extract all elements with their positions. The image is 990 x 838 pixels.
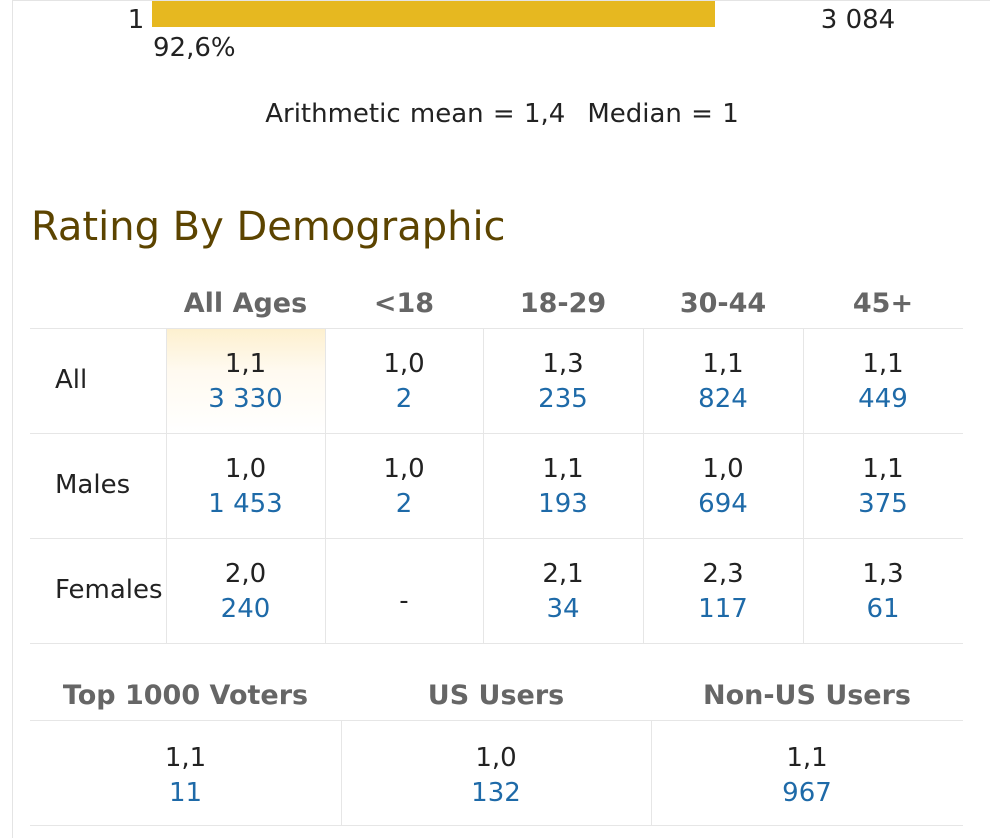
- cell-rating: -: [399, 586, 409, 616]
- table-cell: 1,3 61: [803, 556, 963, 626]
- cell-rating: 1,0: [224, 454, 267, 484]
- cell-votes-link[interactable]: 967: [782, 778, 832, 808]
- cell-votes-link[interactable]: 2: [395, 489, 413, 519]
- cell-rating: 1,1: [862, 349, 904, 379]
- cell-votes-link[interactable]: 694: [698, 489, 748, 519]
- cell-rating: 1,0: [383, 454, 425, 484]
- table-cell: 1,1 449: [803, 346, 963, 416]
- table-cell: 1,1 193: [483, 451, 643, 521]
- table-cell: 1,1 3 330: [166, 346, 325, 416]
- cell-votes-link[interactable]: 34: [546, 594, 580, 624]
- cell-rating: 1,0: [383, 349, 425, 379]
- group-header[interactable]: Non-US Users: [702, 680, 912, 711]
- table-cell: 1,3 235: [483, 346, 643, 416]
- cell-rating: 1,1: [164, 743, 207, 773]
- column-divider: [325, 328, 326, 643]
- table-cell: 2,3 117: [643, 556, 803, 626]
- table-cell: 1,1 824: [643, 346, 803, 416]
- histogram-count: 3 084: [820, 5, 896, 35]
- cell-votes-link[interactable]: 132: [471, 778, 521, 808]
- cell-votes-link[interactable]: 375: [858, 489, 908, 519]
- cell-rating: 1,1: [786, 743, 828, 773]
- table-cell: 2,1 34: [483, 556, 643, 626]
- table-divider: [30, 328, 963, 329]
- column-divider: [483, 328, 484, 643]
- table-cell: 1,0 694: [643, 451, 803, 521]
- row-label: Females: [55, 575, 163, 605]
- row-label: Males: [55, 470, 131, 500]
- table-cell: 1,0 2: [325, 346, 483, 416]
- cell-rating: 1,1: [862, 454, 904, 484]
- column-divider: [341, 720, 342, 825]
- cell-votes-link[interactable]: 3 330: [208, 384, 283, 414]
- arithmetic-mean: Arithmetic mean = 1,4: [265, 99, 566, 129]
- cell-rating: 1,1: [224, 349, 267, 379]
- table-divider: [30, 433, 963, 434]
- group-header[interactable]: Top 1000 Voters: [62, 680, 309, 711]
- cell-rating: 1,3: [542, 349, 584, 379]
- cell-rating: 2,0: [224, 559, 267, 589]
- cell-rating: 2,3: [702, 559, 744, 589]
- table-divider: [30, 643, 963, 644]
- histogram-percent: 92,6%: [153, 33, 236, 63]
- histogram-bar[interactable]: [152, 1, 715, 27]
- cell-votes-link[interactable]: 193: [538, 489, 588, 519]
- row-label: All: [55, 365, 88, 395]
- section-title: Rating By Demographic: [31, 204, 506, 250]
- histogram-rating-label: 1: [127, 5, 145, 35]
- median: Median = 1: [587, 99, 739, 129]
- column-header[interactable]: 18-29: [519, 288, 607, 319]
- group-cell: 1,0 132: [341, 740, 651, 810]
- cell-votes-link[interactable]: 2: [395, 384, 413, 414]
- column-header[interactable]: <18: [373, 288, 435, 319]
- rating-statistics: Arithmetic mean = 1,4 Median = 1: [13, 99, 990, 129]
- column-divider: [166, 328, 167, 643]
- table-divider: [30, 720, 963, 721]
- ratings-panel: 1 3 084 92,6% Arithmetic mean = 1,4 Media…: [12, 0, 990, 838]
- cell-rating: 1,3: [862, 559, 904, 589]
- column-header[interactable]: 30-44: [679, 288, 767, 319]
- column-divider: [643, 328, 644, 643]
- table-cell: 1,1 375: [803, 451, 963, 521]
- group-cell: 1,1 967: [651, 740, 963, 810]
- cell-rating: 1,0: [475, 743, 517, 773]
- cell-votes-link[interactable]: 11: [168, 778, 203, 808]
- cell-votes-link[interactable]: 1 453: [208, 489, 283, 519]
- table-divider: [30, 538, 963, 539]
- column-header[interactable]: 45+: [852, 288, 914, 319]
- cell-votes-link[interactable]: 61: [866, 594, 900, 624]
- cell-rating: 1,1: [702, 349, 744, 379]
- highlight-cell: [166, 329, 325, 433]
- group-cell: 1,1 11: [30, 740, 341, 810]
- group-header[interactable]: US Users: [427, 680, 565, 711]
- column-header[interactable]: All Ages: [183, 288, 308, 319]
- cell-votes-link[interactable]: 235: [538, 384, 588, 414]
- cell-rating: 1,0: [702, 454, 744, 484]
- table-divider: [30, 825, 963, 826]
- cell-votes-link[interactable]: 117: [698, 594, 748, 624]
- table-cell: 2,0 240: [166, 556, 325, 626]
- cell-votes-link[interactable]: 449: [858, 384, 908, 414]
- column-divider: [651, 720, 652, 825]
- cell-votes-link[interactable]: 824: [698, 384, 748, 414]
- table-cell: 1,0 1 453: [166, 451, 325, 521]
- column-divider: [803, 328, 804, 643]
- table-cell: 1,0 2: [325, 451, 483, 521]
- cell-rating: 2,1: [542, 559, 584, 589]
- table-cell: -: [325, 583, 483, 619]
- cell-rating: 1,1: [542, 454, 584, 484]
- cell-votes-link[interactable]: 240: [220, 594, 271, 624]
